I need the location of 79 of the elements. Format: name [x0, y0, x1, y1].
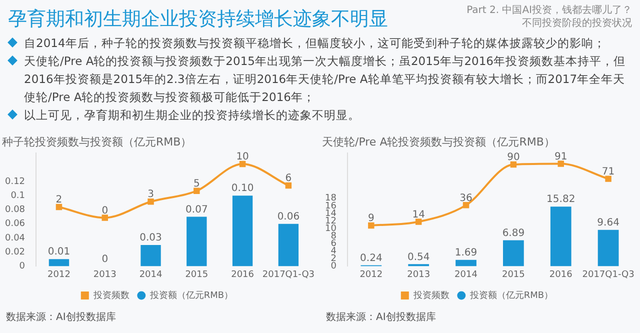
bar: [456, 260, 476, 266]
point: [102, 214, 108, 221]
data-label: 10: [236, 152, 249, 163]
text: 以上可见，孕育期和初生期企业的投资持续增长的迹象不明显。: [24, 107, 360, 124]
data-label: 0.06: [277, 211, 300, 222]
text: 天使轮/Pre A轮的投资额与投资频数于2015年出现第一次大幅度增长；虽2015年与2016年投资频数基本持平，但2016年投资额是2015年的2.3倍左右，证明2016年天使轮/Pre A轮单笔平均投资额有较大增长；而2017年全年天使轮/Pre A轮的投资频数与投资额极可能低于2016年；: [24, 53, 626, 106]
point: [462, 202, 470, 208]
x-tick-label: 2013: [93, 270, 116, 280]
data-label: 15.82: [546, 194, 576, 206]
data-label: 0.10: [231, 183, 254, 194]
point: [148, 198, 154, 205]
text: 自2014年后，种子轮的投资频数与投资额平稳增长，但幅度较小，这可能受到种子轮的媒体披露较少的影响；: [24, 35, 606, 52]
y-tick-label: 0.08: [4, 205, 26, 216]
data-label: 14: [412, 209, 425, 220]
point: [56, 204, 62, 210]
x-tick-label: 2016: [549, 270, 573, 280]
point: [558, 160, 564, 167]
x-tick-label: 2012: [48, 270, 70, 280]
source-note: 数据来源：AI创投数据库: [325, 310, 437, 324]
y-tick-label: 0.12: [4, 176, 26, 187]
x-tick-label: 2017Q1-Q3: [582, 270, 634, 280]
data-label: 6: [285, 173, 292, 184]
point: [285, 182, 292, 189]
x-tick-label: 2015: [185, 270, 208, 280]
y-tick-label: 0.02: [4, 247, 26, 258]
bar: [503, 240, 524, 266]
point: [510, 161, 517, 168]
x-tick-label: 2014: [139, 270, 162, 280]
y-tick-label: 0: [19, 262, 26, 272]
data-label: 9: [368, 213, 374, 224]
text: Part 2. 中国AI投资，钱都去哪儿了？: [466, 4, 632, 17]
point: [605, 176, 612, 182]
data-label: 90: [507, 152, 520, 164]
point: [194, 188, 200, 194]
x-tick-label: 2014: [454, 270, 478, 280]
point: [368, 222, 374, 229]
chart-title: 种子轮投资频数与投资额（亿元RMB）: [2, 135, 192, 148]
data-label: 2: [56, 194, 62, 206]
data-label: 91: [554, 151, 568, 162]
data-label: 5: [193, 178, 200, 190]
x-tick-label: 2016: [231, 270, 254, 280]
y-tick-label: 0.06: [4, 219, 26, 230]
data-label: 0: [102, 254, 108, 265]
legend-label: 投资额（亿元RMB）: [468, 290, 554, 301]
source-note: 数据来源：AI创投数据库: [5, 310, 117, 324]
data-label: 0: [102, 205, 108, 216]
chart-title: 天使轮/Pre A轮投资频数与投资额（亿元RMB）: [322, 135, 555, 148]
y-tick-label: 0: [330, 262, 337, 272]
point: [415, 218, 422, 225]
bar: [598, 230, 619, 266]
data-label: 1.69: [454, 247, 478, 258]
y-tick-label: 0.1: [10, 190, 26, 201]
x-tick-label: 2015: [502, 270, 525, 280]
data-label: 71: [602, 166, 615, 178]
data-label: 0.54: [407, 252, 430, 263]
data-label: 36: [460, 192, 472, 204]
bar: [186, 216, 207, 266]
data-label: 9.64: [597, 217, 620, 228]
data-label: 0.03: [140, 232, 162, 244]
data-label: 6.89: [502, 228, 525, 239]
bar: [140, 245, 161, 266]
data-label: 0.01: [48, 246, 70, 258]
bar: [550, 206, 572, 266]
legend-label: 投资额（亿元RMB）: [148, 290, 234, 301]
bar: [278, 224, 299, 266]
text: 不同投资阶段的投资状况: [521, 17, 632, 30]
data-label: 3: [148, 189, 154, 200]
data-label: 0.07: [186, 204, 208, 216]
point: [239, 160, 246, 168]
x-tick-label: 2012: [360, 270, 383, 280]
bar: [232, 196, 253, 266]
legend-label: 投资频数: [92, 290, 130, 301]
x-tick-label: 2013: [407, 270, 430, 280]
y-tick-label: 0.04: [4, 233, 26, 244]
text: 孕育期和初生期企业投资持续增长迹象不明显: [8, 7, 388, 32]
legend-label: 投资频数: [412, 290, 450, 301]
bar: [48, 259, 70, 266]
data-label: 0.24: [360, 252, 382, 264]
x-tick-label: 2017Q1-Q3: [262, 270, 315, 280]
